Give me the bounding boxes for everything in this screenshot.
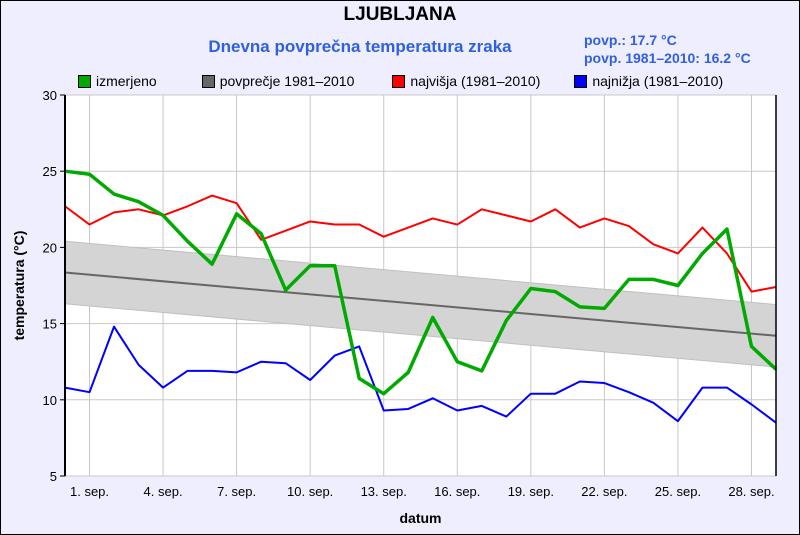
x-tick-label: 7. sep. <box>217 484 256 499</box>
series-line-min <box>64 325 777 424</box>
stats-box: povp.: 17.7 °C povp. 1981–2010: 16.2 °C <box>584 31 751 67</box>
stat-mean-normal: povp. 1981–2010: 16.2 °C <box>584 50 751 66</box>
x-tick-label: 4. sep. <box>144 484 183 499</box>
series-line-max <box>64 194 777 293</box>
legend-swatch <box>392 74 406 88</box>
x-tick-label: 1. sep. <box>70 484 109 499</box>
x-axis-label: datum <box>400 510 442 526</box>
y-tick-label: 15 <box>43 317 57 332</box>
legend-label: povprečje 1981–2010 <box>219 73 355 89</box>
legend-item: najnižja (1981–2010) <box>574 73 723 89</box>
legend-label: najvišja (1981–2010) <box>410 73 541 89</box>
y-tick-label: 25 <box>43 164 57 179</box>
chart-title: LJUBLJANA <box>343 4 457 25</box>
x-tick-label: 22. sep. <box>581 484 627 499</box>
x-tick-label: 25. sep. <box>655 484 701 499</box>
x-tick-label: 19. sep. <box>508 484 554 499</box>
x-tick-label: 10. sep. <box>287 484 333 499</box>
y-axis-label: temperatura (°C) <box>11 231 27 341</box>
stat-mean: povp.: 17.7 °C <box>584 32 677 48</box>
series-line-measured <box>64 169 778 396</box>
legend-swatch <box>201 74 215 88</box>
legend-label: izmerjeno <box>96 73 157 89</box>
x-tick-label: 16. sep. <box>434 484 480 499</box>
legend-item: izmerjeno <box>78 73 157 89</box>
y-tick-label: 20 <box>43 240 57 255</box>
legend-item: najvišja (1981–2010) <box>392 73 540 89</box>
legend-swatch <box>78 74 91 88</box>
y-tick-label: 5 <box>50 469 57 484</box>
legend-item: povprečje 1981–2010 <box>201 73 355 89</box>
chart-subtitle: Dnevna povprečna temperatura zraka <box>208 37 512 56</box>
x-tick-label: 13. sep. <box>361 484 407 499</box>
legend: izmerjeno povprečje 1981–2010 najvišja (… <box>78 73 723 89</box>
x-tick-label: 28. sep. <box>728 484 774 499</box>
series-line-mean <box>64 271 777 337</box>
legend-swatch <box>574 74 588 88</box>
legend-label: najnižja (1981–2010) <box>592 73 724 89</box>
y-tick-label: 30 <box>43 88 57 103</box>
y-tick-label: 10 <box>43 393 57 408</box>
